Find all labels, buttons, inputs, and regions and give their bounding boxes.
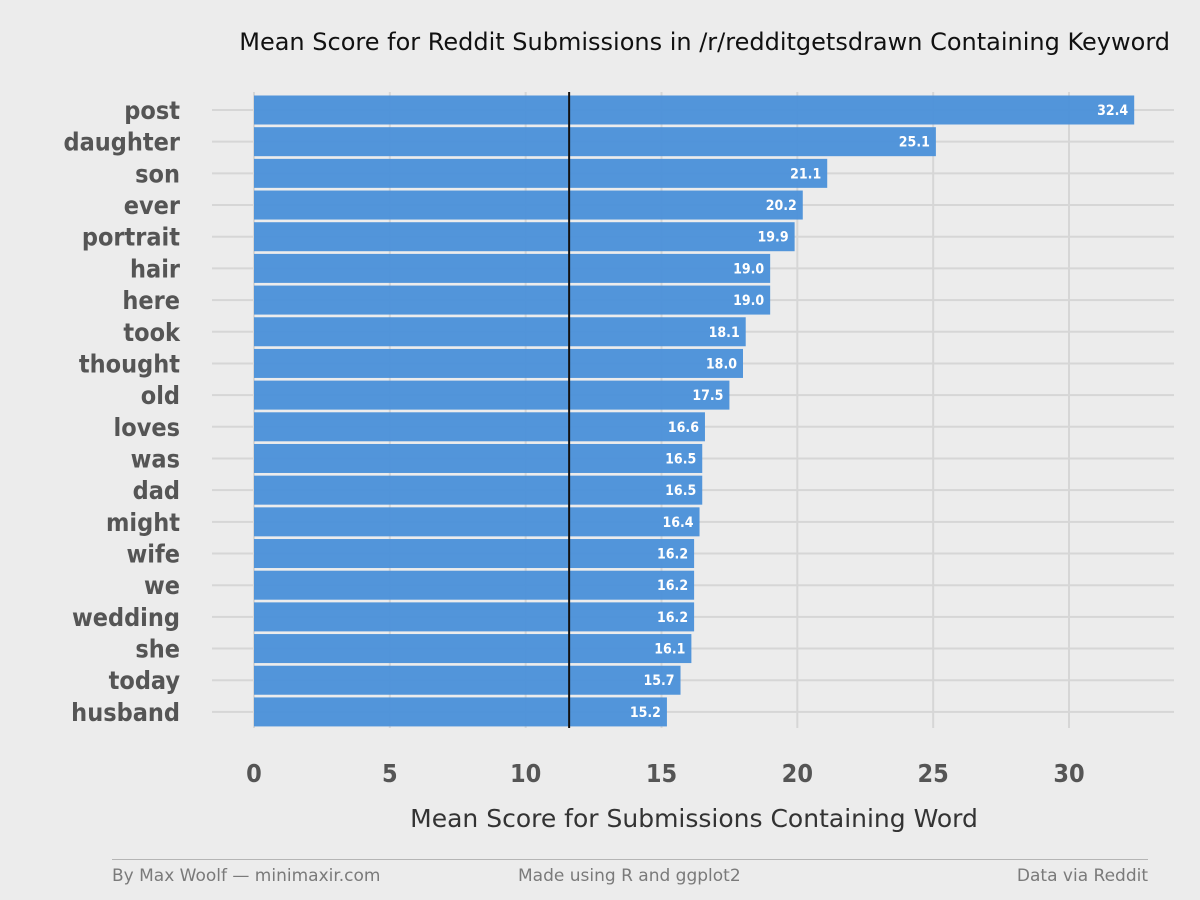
bar-value-label: 15.7 xyxy=(643,673,674,689)
bar-value-label: 16.5 xyxy=(665,483,696,499)
x-tick-label: 15 xyxy=(646,759,677,788)
bar xyxy=(254,285,771,315)
bar xyxy=(254,475,703,505)
category-label: was xyxy=(131,444,180,473)
bar xyxy=(254,253,771,283)
bar-value-label: 15.2 xyxy=(630,705,661,721)
category-label: ever xyxy=(124,191,181,220)
x-tick-label: 20 xyxy=(782,759,813,788)
bar xyxy=(254,127,936,157)
footer-credit: By Max Woolf — minimaxir.com xyxy=(112,866,381,886)
x-tick-label: 25 xyxy=(918,759,949,788)
bar xyxy=(254,634,692,664)
bar-value-label: 20.2 xyxy=(766,198,797,214)
category-label: today xyxy=(109,666,181,695)
bar-value-label: 19.9 xyxy=(758,230,789,246)
bar xyxy=(254,570,695,600)
category-label: son xyxy=(135,159,180,188)
category-label: post xyxy=(124,96,180,125)
category-label: old xyxy=(141,381,180,410)
bar xyxy=(254,665,681,695)
x-tick-label: 0 xyxy=(246,759,262,788)
bar-value-label: 16.2 xyxy=(657,578,688,594)
bar-value-label: 16.2 xyxy=(657,547,688,563)
category-label: loves xyxy=(114,413,180,442)
bar xyxy=(254,697,667,727)
bar xyxy=(254,317,746,347)
footer-divider xyxy=(112,859,1148,860)
bar-value-label: 19.0 xyxy=(733,293,764,309)
category-label: wife xyxy=(126,540,180,569)
bar xyxy=(254,602,695,632)
x-tick-label: 10 xyxy=(510,759,541,788)
bar-value-label: 19.0 xyxy=(733,261,764,277)
bar xyxy=(254,222,795,252)
footer-source: Data via Reddit xyxy=(1016,866,1148,886)
bar-value-label: 32.4 xyxy=(1097,103,1128,119)
x-tick-label: 5 xyxy=(382,759,398,788)
bar-value-label: 21.1 xyxy=(790,166,821,182)
bar-value-label: 18.0 xyxy=(706,356,737,372)
category-label: she xyxy=(135,635,180,664)
category-label: daughter xyxy=(63,128,180,157)
category-label: portrait xyxy=(82,223,180,252)
bar xyxy=(254,380,730,410)
category-label: we xyxy=(144,571,180,600)
category-label: thought xyxy=(79,349,180,378)
bar-value-label: 18.1 xyxy=(709,325,740,341)
bar xyxy=(254,158,828,188)
bar xyxy=(254,95,1135,125)
footer-tools: Made using R and ggplot2 xyxy=(518,866,741,886)
bar xyxy=(254,539,695,569)
x-tick-label: 30 xyxy=(1053,759,1084,788)
bar-value-label: 17.5 xyxy=(692,388,723,404)
bar xyxy=(254,190,803,220)
bar-value-label: 16.2 xyxy=(657,610,688,626)
bar xyxy=(254,348,743,378)
bar-value-label: 16.5 xyxy=(665,451,696,467)
chart-title: Mean Score for Reddit Submissions in /r/… xyxy=(239,28,1170,56)
bar-value-label: 16.4 xyxy=(662,515,693,531)
category-label: dad xyxy=(133,476,180,505)
bar xyxy=(254,443,703,473)
bar-value-label: 16.6 xyxy=(668,420,699,436)
bar xyxy=(254,507,700,537)
x-axis-label: Mean Score for Submissions Containing Wo… xyxy=(410,804,978,833)
bar-value-label: 16.1 xyxy=(654,642,685,658)
category-label: took xyxy=(123,318,181,347)
bar xyxy=(254,412,705,442)
bar-value-label: 25.1 xyxy=(899,135,930,151)
category-label: hair xyxy=(130,254,181,283)
category-label: here xyxy=(122,286,180,315)
category-label: husband xyxy=(71,698,180,727)
category-label: might xyxy=(106,508,180,537)
category-label: wedding xyxy=(72,603,180,632)
